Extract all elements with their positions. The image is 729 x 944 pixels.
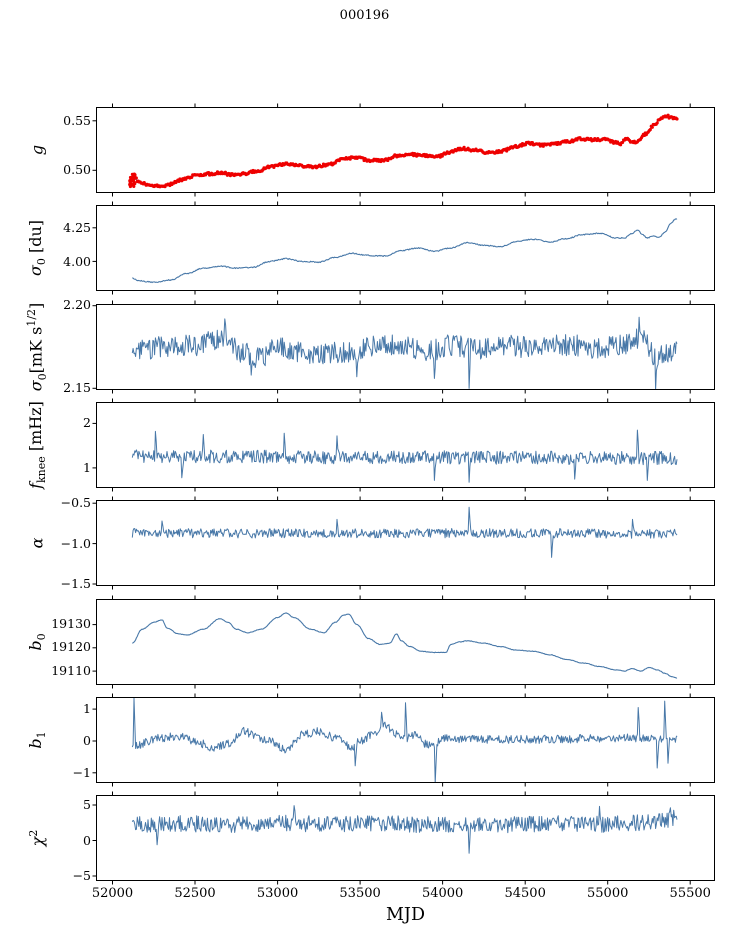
axes-spine <box>96 205 715 292</box>
x-tick-label: 55500 <box>669 886 711 902</box>
series-line-chi2-0 <box>131 805 678 854</box>
series-line-g-0 <box>131 115 674 188</box>
y-tick-label: 2.15 <box>63 379 91 395</box>
plot-area-sigma0-mk <box>92 300 715 394</box>
tick-marks <box>92 496 691 590</box>
tick-marks <box>92 398 691 492</box>
y-tick-label: 0.55 <box>63 112 91 128</box>
y-tick-label: 4.25 <box>63 220 91 236</box>
panel-sigma0-mk: σ0[mK s1/2] 2.15 2.20 <box>0 297 729 395</box>
y-tick-label: −0.5 <box>60 495 91 511</box>
panel-b1: b1 −1 0 1 <box>0 693 729 787</box>
tick-marks <box>92 693 691 787</box>
y-tick-label: −1.5 <box>60 576 91 592</box>
y-tick-label: 19120 <box>51 639 91 655</box>
plot-area-fknee <box>92 398 715 492</box>
plot-area-chi2 <box>92 791 715 885</box>
series-line-alpha-0 <box>131 506 678 559</box>
panel-sigma0-du: σ0 [du] 4.00 4.25 <box>0 201 729 295</box>
y-tick-label: 0 <box>83 732 91 748</box>
plot-area-alpha <box>92 496 715 590</box>
figure-title: 000196 <box>339 8 390 23</box>
y-tick-label: 19110 <box>51 662 91 678</box>
x-tick-label: 52500 <box>174 886 216 902</box>
y-tick-label: 0.50 <box>63 162 91 178</box>
axes-spine <box>96 303 715 390</box>
x-tick-label: 55000 <box>587 886 629 902</box>
tick-marks <box>92 791 691 885</box>
plot-area-b1 <box>92 693 715 787</box>
y-tick-label: −1 <box>72 764 91 780</box>
y-tick-label: −5 <box>72 868 91 884</box>
series-line-b1-0 <box>131 697 678 783</box>
axes-spine <box>96 401 715 488</box>
tick-marks <box>92 595 691 688</box>
y-tick-label: 1 <box>83 459 91 475</box>
y-tick-label: 4.00 <box>63 253 91 269</box>
y-tick-label: 1 <box>83 700 91 716</box>
series-line-fknee-0 <box>131 429 678 483</box>
axes-spine <box>96 598 715 685</box>
panel-alpha: α −1.5 −1.0 −0.5 <box>0 495 729 591</box>
x-axis-label: MJD <box>386 905 425 925</box>
axes-spine <box>96 107 715 193</box>
panel-fknee: fknee [mHz] 1 2 <box>0 398 729 492</box>
y-axis-label-g: g <box>27 144 47 156</box>
tick-marks <box>92 300 691 394</box>
axes-spine <box>96 500 715 587</box>
series-scatter-g <box>128 113 679 189</box>
panel-chi2: χ2 −5 0 5 <box>0 791 729 885</box>
x-tick-label: 54000 <box>421 886 464 902</box>
y-axis-label-sigma0-mk: σ0[mK s1/2] <box>25 302 49 391</box>
y-tick-label: 19130 <box>51 616 91 632</box>
x-tick-label: 54500 <box>504 886 546 902</box>
x-tick-label: 53500 <box>339 886 381 902</box>
x-tick-label: 53000 <box>256 886 299 902</box>
axes-spine <box>96 795 715 882</box>
plot-area-g <box>92 103 715 197</box>
panel-b0: b0 19110 19120 19130 <box>0 595 729 688</box>
tick-marks <box>92 201 691 295</box>
x-tick-label: 52000 <box>91 886 134 902</box>
plot-area-sigma0-du <box>92 201 715 295</box>
series-line-sigma0-mk-0 <box>131 316 678 390</box>
series-line-b0-0 <box>131 611 678 679</box>
y-tick-label: −1.0 <box>60 535 91 551</box>
y-tick-label: 2.20 <box>63 297 91 313</box>
y-tick-label: 0 <box>83 832 91 848</box>
axes-spine <box>96 696 715 783</box>
tick-marks <box>92 103 691 197</box>
y-tick-label: 5 <box>83 797 91 813</box>
panel-g: g 0.50 0.55 <box>0 103 729 197</box>
plot-area-b0 <box>92 595 715 688</box>
y-tick-label: 2 <box>83 415 91 431</box>
series-line-sigma0-du-0 <box>132 218 678 284</box>
